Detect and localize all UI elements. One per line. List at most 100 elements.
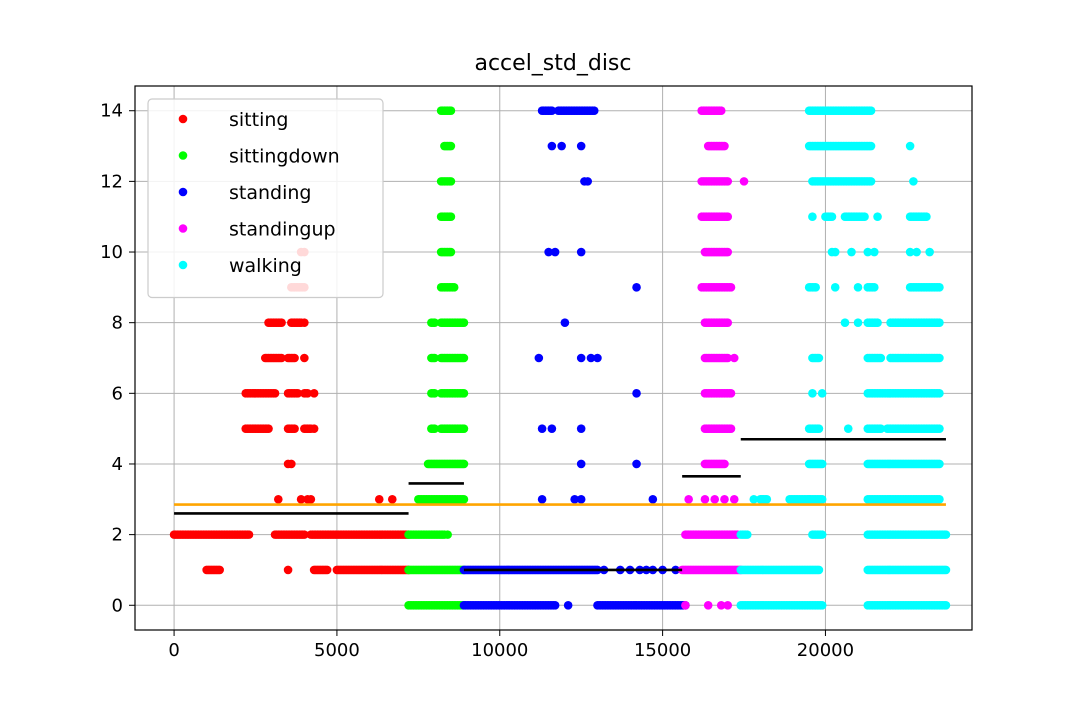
data-point [853, 318, 863, 327]
legend-marker [178, 114, 188, 124]
data-point [430, 353, 439, 363]
legend-marker [178, 187, 188, 197]
x-tick-label: 0 [168, 640, 179, 661]
data-point [876, 424, 886, 433]
data-point [544, 247, 553, 257]
legend-marker [178, 224, 188, 233]
data-point [873, 318, 882, 327]
axis-ticks: 0 5000 10000 15000 20000 0 2 4 6 8 10 12 14 [100, 101, 854, 661]
data-point [843, 424, 853, 433]
data-point [710, 494, 720, 504]
data-point [723, 353, 733, 363]
data-point [537, 494, 547, 504]
data-point [374, 494, 384, 504]
data-point [534, 353, 544, 363]
data-point [905, 247, 915, 257]
data-point [550, 600, 560, 610]
data-point [459, 494, 469, 504]
data-point [935, 424, 944, 433]
data-point [817, 459, 827, 469]
data-point [720, 141, 729, 151]
legend-label: sittingdown [229, 146, 340, 168]
data-point [446, 106, 456, 116]
data-point [905, 141, 915, 151]
data-point [827, 212, 837, 222]
data-point [264, 424, 273, 433]
data-point [446, 212, 456, 222]
data-point [830, 283, 840, 292]
data-point [723, 212, 733, 222]
data-point [720, 494, 729, 504]
data-point [570, 494, 579, 504]
data-point [742, 530, 752, 539]
legend-label: standingup [229, 219, 336, 241]
data-point [443, 530, 452, 539]
data-point [586, 353, 596, 363]
data-point [873, 212, 882, 222]
data-point [593, 353, 602, 363]
data-point [215, 565, 224, 575]
data-point [283, 565, 293, 575]
y-tick-label: 14 [100, 101, 123, 122]
data-point [576, 459, 586, 469]
data-point [941, 600, 951, 610]
y-tick-label: 4 [112, 454, 123, 475]
data-point [459, 318, 469, 327]
data-point [459, 424, 469, 433]
y-tick-label: 8 [112, 313, 123, 334]
data-point [720, 459, 729, 469]
data-point [866, 141, 876, 151]
legend: sitting sittingdown standing standingup walk… [147, 98, 384, 299]
data-point [814, 353, 824, 363]
data-point [703, 600, 713, 610]
data-point [681, 600, 690, 610]
data-point [309, 424, 319, 433]
data-point [576, 247, 586, 257]
data-point [547, 141, 557, 151]
data-point [840, 318, 850, 327]
data-point [459, 459, 469, 469]
data-point [726, 424, 736, 433]
x-tick-label: 15000 [634, 640, 691, 661]
data-point [925, 247, 934, 257]
data-point [811, 283, 820, 292]
series-sittingdown [404, 106, 469, 610]
data-point [922, 212, 931, 222]
data-points [169, 106, 951, 610]
data-point [723, 247, 733, 257]
y-tick-label: 6 [112, 383, 123, 404]
data-point [589, 106, 599, 116]
data-point [723, 177, 733, 186]
data-point [547, 424, 557, 433]
data-point [866, 177, 876, 186]
data-point [684, 494, 693, 504]
data-point [576, 494, 586, 504]
data-point [860, 212, 869, 222]
data-point [762, 494, 772, 504]
data-point [560, 318, 570, 327]
data-point [808, 389, 817, 398]
legend-label: walking [229, 255, 302, 277]
data-point [632, 283, 641, 292]
data-point [446, 141, 456, 151]
data-point [557, 141, 566, 151]
data-point [830, 247, 840, 257]
data-point [459, 353, 469, 363]
data-point [430, 318, 439, 327]
data-point [935, 318, 944, 327]
data-point [716, 106, 726, 116]
data-point [387, 494, 397, 504]
data-point [729, 494, 739, 504]
data-point [935, 459, 944, 469]
data-point [446, 177, 456, 186]
data-point [817, 389, 827, 398]
data-point [632, 389, 641, 398]
data-point [909, 177, 918, 186]
data-point [941, 530, 951, 539]
y-tick-label: 0 [112, 595, 123, 616]
data-point [576, 141, 586, 151]
x-tick-label: 20000 [797, 640, 854, 661]
data-point [941, 565, 951, 575]
data-point [632, 459, 641, 469]
